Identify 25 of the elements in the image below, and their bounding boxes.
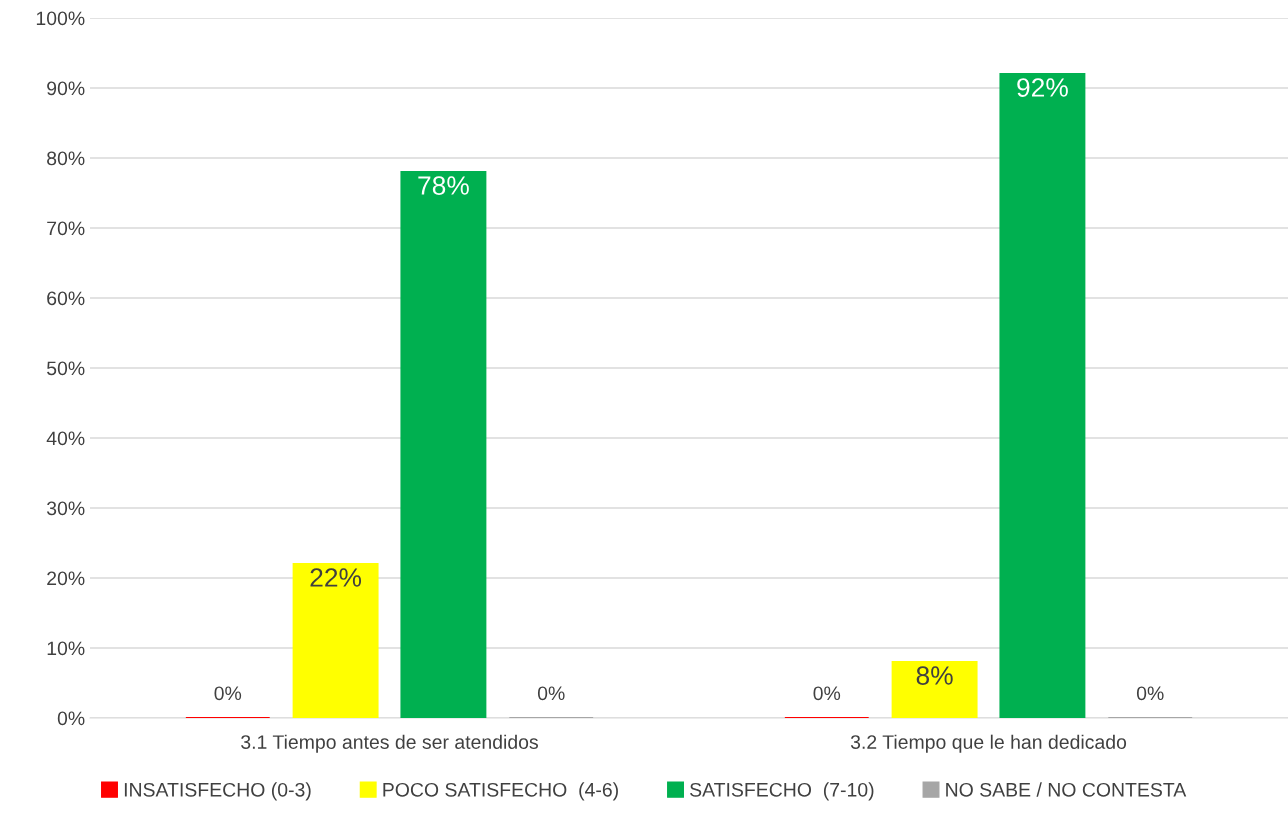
legend-label: SATISFECHO (7-10) (690, 782, 874, 801)
legend-label: INSATISFECHO (0-3) (124, 782, 311, 801)
data-label: 0% (537, 686, 565, 701)
legend-label: POCO SATISFECHO (4-6) (383, 782, 618, 801)
y-tick-label: 80% (47, 151, 85, 166)
data-label: 22% (310, 568, 362, 587)
data-label: 0% (1136, 686, 1164, 701)
data-label: 8% (916, 666, 953, 685)
y-tick-label: 100% (36, 11, 85, 26)
data-label: 92% (1017, 78, 1068, 97)
data-label: 0% (214, 686, 242, 701)
data-label: 78% (418, 176, 469, 195)
y-tick-label: 70% (47, 221, 85, 236)
y-tick-label: 20% (47, 571, 85, 586)
data-label: 0% (813, 686, 841, 701)
y-tick-label: 40% (46, 431, 85, 446)
legend-label: NO SABE / NO CONTESTA (946, 782, 1187, 797)
y-tick-label: 10% (47, 641, 85, 656)
y-tick-label: 50% (47, 361, 85, 376)
y-tick-label: 30% (46, 501, 85, 516)
x-tick-label: 3.2 Tiempo que le han dedicado (850, 734, 1127, 753)
y-tick-label: 60% (47, 291, 85, 306)
x-tick-label: 3.1 Tiempo antes de ser atendidos (241, 734, 538, 753)
y-tick-label: 0% (57, 711, 85, 726)
y-tick-label: 90% (47, 81, 85, 96)
